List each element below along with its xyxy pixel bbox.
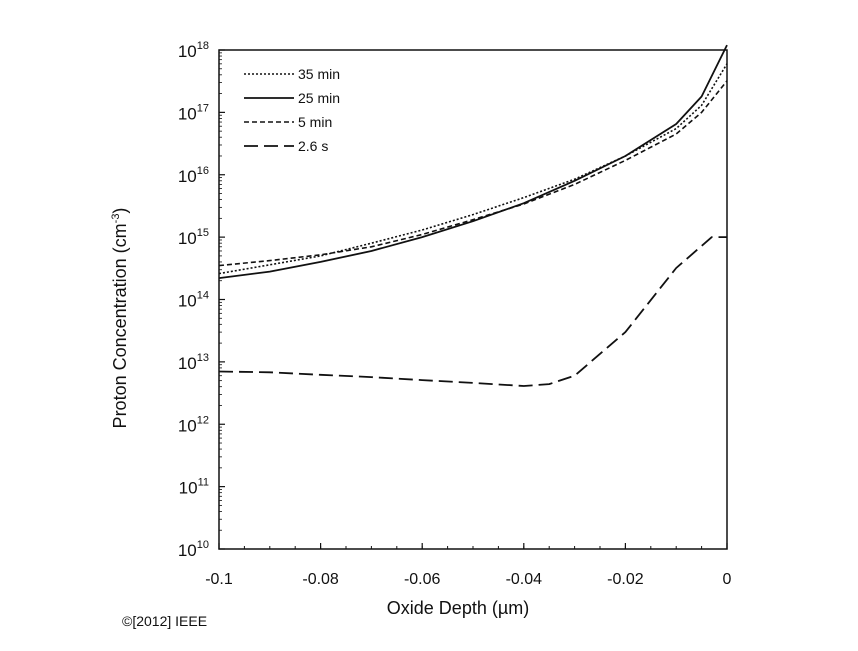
legend-label: 25 min bbox=[298, 90, 340, 106]
y-tick-label: 1017 bbox=[178, 102, 209, 123]
series-line bbox=[218, 236, 727, 387]
legend: 35 min 25 min 5 min 2.6 s bbox=[244, 66, 340, 154]
y-axis-title-sup: -3 bbox=[110, 214, 122, 224]
copyright-notice: ©[2012] IEEE bbox=[122, 613, 208, 629]
y-axis-title-main: Proton Concentration (cm bbox=[110, 223, 130, 428]
x-tick-label: 0 bbox=[723, 571, 732, 588]
y-axis-title-end: ) bbox=[110, 208, 130, 214]
y-tick-exponent: 18 bbox=[197, 40, 209, 52]
y-tick-base: 10 bbox=[178, 416, 197, 435]
y-tick-exponent: 10 bbox=[197, 539, 209, 551]
y-tick-exponent: 15 bbox=[197, 227, 209, 239]
y-tick-base: 10 bbox=[178, 354, 197, 373]
y-tick-label: 1012 bbox=[178, 414, 209, 435]
y-tick-label: 1010 bbox=[178, 539, 209, 560]
y-tick-base: 10 bbox=[178, 42, 197, 61]
y-tick-label: 1011 bbox=[179, 477, 209, 498]
y-tick-exponent: 13 bbox=[197, 352, 209, 364]
y-tick-exponent: 12 bbox=[197, 414, 209, 426]
series-group bbox=[218, 44, 728, 387]
x-axis-title: Oxide Depth (µm) bbox=[387, 598, 529, 618]
y-tick-label: 1016 bbox=[178, 165, 209, 186]
legend-label: 35 min bbox=[298, 66, 340, 82]
y-tick-base: 10 bbox=[178, 104, 197, 123]
series-line bbox=[218, 44, 728, 279]
legend-label: 5 min bbox=[298, 114, 332, 130]
y-tick-base: 10 bbox=[178, 229, 197, 248]
y-tick-base: 10 bbox=[178, 541, 197, 560]
y-tick-label: 1014 bbox=[178, 290, 209, 311]
axis-ticks bbox=[218, 49, 728, 550]
y-tick-label: 1018 bbox=[178, 40, 209, 61]
series-line bbox=[218, 63, 728, 275]
x-tick-label: -0.08 bbox=[302, 571, 339, 588]
y-tick-base: 10 bbox=[179, 479, 198, 498]
x-tick-label: -0.06 bbox=[404, 571, 441, 588]
y-tick-label: 1013 bbox=[178, 352, 209, 373]
y-tick-exponent: 16 bbox=[197, 165, 209, 177]
y-tick-exponent: 14 bbox=[197, 290, 209, 302]
y-tick-base: 10 bbox=[178, 167, 197, 186]
x-tick-label: -0.04 bbox=[506, 571, 543, 588]
y-tick-exponent: 17 bbox=[197, 102, 209, 114]
y-tick-base: 10 bbox=[178, 292, 197, 311]
x-tick-label: -0.02 bbox=[607, 571, 644, 588]
x-tick-label: -0.1 bbox=[205, 571, 233, 588]
series-line bbox=[218, 80, 728, 267]
y-axis-title: Proton Concentration (cm-3) bbox=[110, 208, 130, 429]
legend-label: 2.6 s bbox=[298, 138, 328, 154]
y-tick-exponent: 11 bbox=[198, 477, 209, 489]
x-tick-labels: -0.1 -0.08 -0.06 -0.04 -0.02 0 bbox=[205, 571, 731, 588]
y-tick-label: 1015 bbox=[178, 227, 209, 248]
